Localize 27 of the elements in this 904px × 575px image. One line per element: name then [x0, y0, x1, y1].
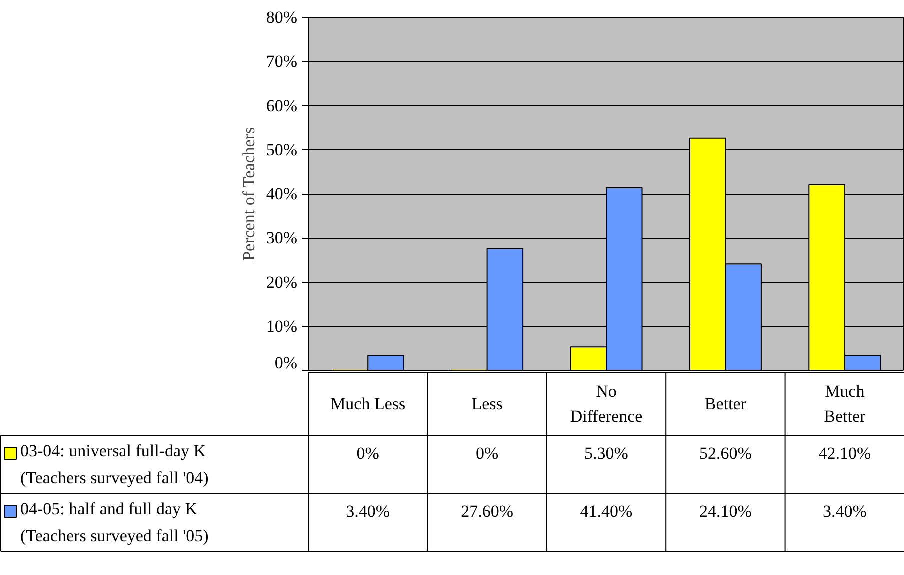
data-label: 3.40%	[346, 502, 390, 521]
y-tick-label: 20%	[266, 272, 298, 292]
x-tick-label: Much Less	[330, 394, 406, 414]
x-tick-label: No Difference	[570, 382, 643, 426]
y-tick-label: 60%	[266, 96, 298, 116]
data-label: 27.60%	[461, 502, 514, 521]
y-tick-label: 30%	[266, 228, 298, 248]
x-tick-label: Much Better	[824, 382, 866, 426]
y-tick-label: 0%	[274, 354, 298, 372]
data-label: 41.40%	[580, 502, 633, 521]
x-tick-label: Better	[704, 394, 747, 414]
legend-label: 03-04: universal full-day K (Teachers surveyed fall '04)	[20, 442, 209, 488]
legend-label: 04-05: half and full day K (Teachers surveyed fall '05)	[20, 500, 209, 546]
y-tick-label: 80%	[266, 8, 298, 27]
y-tick-label: 50%	[266, 140, 298, 160]
y-tick-label: 40%	[266, 184, 298, 204]
data-label: 0%	[356, 444, 380, 463]
data-label: 24.10%	[699, 502, 752, 521]
data-label: 42.10%	[818, 444, 872, 463]
y-tick-label: 10%	[266, 316, 298, 336]
data-label: 52.60%	[699, 444, 752, 463]
data-label: 0%	[476, 444, 499, 463]
data-label: 5.30%	[584, 444, 628, 463]
y-tick-label: 70%	[266, 52, 298, 72]
data-label: 3.40%	[822, 502, 867, 521]
y-axis-title: Percent of Teachers	[239, 127, 258, 261]
x-tick-label: Less	[472, 394, 503, 414]
